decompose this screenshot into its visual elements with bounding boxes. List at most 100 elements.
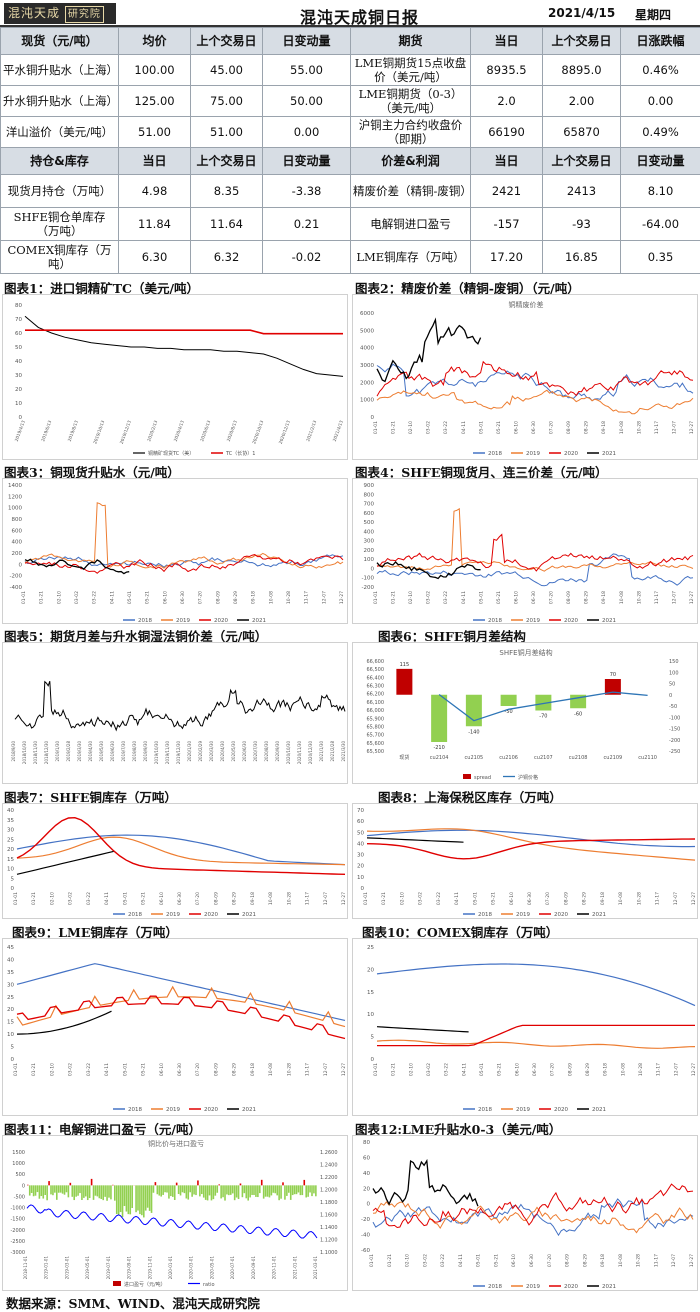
chart6-category-label: cu2107 — [534, 755, 553, 761]
chart4-xtick-label: 12-07 — [671, 591, 677, 604]
table-row: 升水铜升贴水（上海） 125.00 75.00 50.00 LME铜期货（0-3… — [0, 85, 700, 117]
chart9-xtick-label: 08-09 — [213, 1063, 219, 1076]
chart8-legend-label-2021: 2021 — [592, 912, 606, 918]
chart12-xtick-label: 05-21 — [493, 1254, 499, 1267]
chart12-xtick-label: 06-10 — [511, 1254, 517, 1267]
row-label: LME铜期货15点收盘价（美元/吨） — [350, 54, 471, 86]
chart7-title: 图表7：SHFE铜库存（万吨） — [4, 790, 177, 805]
chart11-xtick-label: 2019-01-01 — [44, 1256, 49, 1280]
chart10-legend-label-2019: 2019 — [516, 1107, 530, 1113]
chart11-import-profit-bar — [220, 1185, 222, 1199]
chart3-ytick-label: -200 — [10, 574, 23, 580]
chart11-import-profit-bar — [98, 1185, 101, 1199]
chart8-xtick-label: 01-01 — [363, 892, 369, 905]
chart10-xtick-label: 01-01 — [373, 1063, 379, 1076]
chart4-legend-label-2021: 2021 — [602, 618, 616, 624]
chart5-xtick-label: 2019/5/30 — [99, 741, 104, 762]
chart9-xtick-label: 01-21 — [31, 1063, 37, 1076]
chart9-svg: 0 5 10 15 20 25 30 35 40 45 01-01 01-21 02-10 03-02 03… — [7, 945, 347, 1113]
chart12-ytick-label: -20 — [361, 1217, 370, 1223]
chart11-xtick-label: 2021-03-01 — [313, 1256, 318, 1280]
chart10-xtick-label: 04-11 — [461, 1063, 467, 1076]
chart11-import-profit-bar — [187, 1185, 190, 1200]
chart11-import-profit-bar — [313, 1185, 315, 1194]
chart1-xtick-label: 2019/10/13 — [92, 419, 106, 445]
chart3-xtick-label: 01-01 — [21, 591, 27, 604]
chart3-xtick-label: 05-21 — [145, 591, 151, 604]
chart6-spread-bar-cu2106 — [500, 694, 517, 706]
chart7-xtick-label: 05-01 — [122, 892, 128, 905]
chart11-import-profit-bar — [210, 1185, 213, 1201]
chart4-svg: -200 -100 0 100 200 300 400 500 600 700 800 900 01-0… — [362, 483, 695, 624]
chart2-xtick-label: 08-29 — [584, 421, 590, 434]
table-cell: 65870 — [542, 116, 621, 148]
chart11-import-profit-bar — [311, 1185, 313, 1197]
chart9-ytick-label: 0 — [11, 1057, 15, 1063]
chart7-xtick-label: 10-08 — [268, 892, 274, 905]
chart11-import-profit-bar — [264, 1185, 267, 1197]
chart6-right-ytick-label: 150 — [669, 659, 679, 665]
chart11-import-profit-bar — [79, 1185, 81, 1194]
table-cell: 55.00 — [262, 54, 351, 86]
table-cell: 125.00 — [118, 85, 191, 117]
chart9-ytick-label: 45 — [7, 945, 14, 951]
chart11-right-ytick-label: 1.1000 — [320, 1250, 338, 1256]
chart11-import-profit-bar — [77, 1185, 79, 1196]
chart3-series-2019-line — [24, 502, 344, 569]
chart9-xtick-label: 12-27 — [341, 1063, 347, 1076]
chart4-legend-label-2019: 2019 — [526, 618, 540, 624]
header-cell: 日变动量 — [262, 27, 351, 55]
chart11-import-profit-bar — [69, 1182, 72, 1186]
chart11-import-profit-bar — [191, 1185, 193, 1197]
row-label: SHFE铜仓单库存（万吨） — [0, 207, 119, 241]
chart2-xtick-label: 02-10 — [408, 421, 414, 434]
chart11-import-profit-bar — [36, 1185, 39, 1193]
inventory-spread-table: 持仓&库存 当日 上个交易日 日变动量 价差&利润 当日 上个交易日 日变动量 … — [0, 147, 700, 274]
chart10-xtick-label: 07-20 — [550, 1063, 556, 1076]
table-cell: -93 — [542, 207, 621, 241]
chart8-xtick-label: 08-09 — [563, 892, 569, 905]
chart3-xtick-label: 12-27 — [339, 591, 345, 604]
chart2-xtick-label: 10-28 — [636, 421, 642, 434]
chart10-ytick-label: 10 — [367, 1012, 374, 1018]
chart8-xtick-label: 03-22 — [436, 892, 442, 905]
chart8-ytick-label: 60 — [357, 819, 364, 825]
chart1-title: 图表1：进口铜精矿TC（美元/吨） — [4, 281, 200, 296]
chart9-xtick-label: 10-28 — [286, 1063, 292, 1076]
chart5-xtick-label: 2018/12/30 — [44, 741, 49, 765]
chart11-import-profit-bar — [146, 1185, 149, 1208]
chart4-ytick-label: -200 — [362, 585, 375, 591]
chart11-import-profit-bar — [119, 1185, 122, 1213]
chart6-left-ytick-label: 65,900 — [367, 716, 385, 722]
chart11-left-ytick-label: -1500 — [10, 1217, 25, 1223]
chart4-series-2019-line — [376, 507, 694, 572]
chart4-xtick-label: 03-02 — [426, 591, 432, 604]
row-label: LME铜期货（0-3）（美元/吨） — [350, 85, 471, 117]
chart4-ytick-label: 700 — [364, 502, 375, 508]
table-cell: 2.0 — [470, 85, 543, 117]
chart11-left-ytick-label: -500 — [14, 1194, 25, 1200]
chart6-spread-bar-cu2109 — [604, 679, 621, 695]
chart2-series-2018-line — [376, 363, 694, 402]
report-header: 混沌天成 研究院 混沌天成铜日报 2021/4/15 星期四 — [0, 0, 700, 27]
chart3-xtick-label: 10-28 — [286, 591, 292, 604]
chart4-legend-label-2018: 2018 — [488, 618, 502, 624]
chart3-ytick-label: 0 — [19, 562, 23, 568]
chart11-import-profit-bar — [127, 1185, 130, 1215]
header-cell: 当日 — [118, 147, 191, 175]
chart11-import-profit-bar — [61, 1185, 64, 1194]
chart7-xtick-label: 01-21 — [31, 892, 37, 905]
chart6-left-ytick-label: 66,300 — [367, 684, 385, 690]
header-cell: 上个交易日 — [190, 27, 263, 55]
chart6-spread-data-label: -210 — [433, 745, 444, 751]
chart11-left-ytick-label: -2500 — [10, 1239, 25, 1245]
chart11-left-ytick-label: -3000 — [10, 1250, 25, 1256]
chart11-import-profit-bar — [85, 1185, 87, 1197]
chart1-ytick-label: 70 — [15, 317, 22, 323]
chart11-legend-label-ratio: ratio — [203, 1282, 215, 1288]
chart10-legend-label-2020: 2020 — [554, 1107, 568, 1113]
chart7-ytick-label: 5 — [11, 876, 15, 882]
chart5-xtick-label: 2019/10/30 — [154, 741, 159, 765]
chart11-import-profit-bar — [135, 1185, 137, 1213]
chart2-xtick-label: 07-20 — [549, 421, 555, 434]
